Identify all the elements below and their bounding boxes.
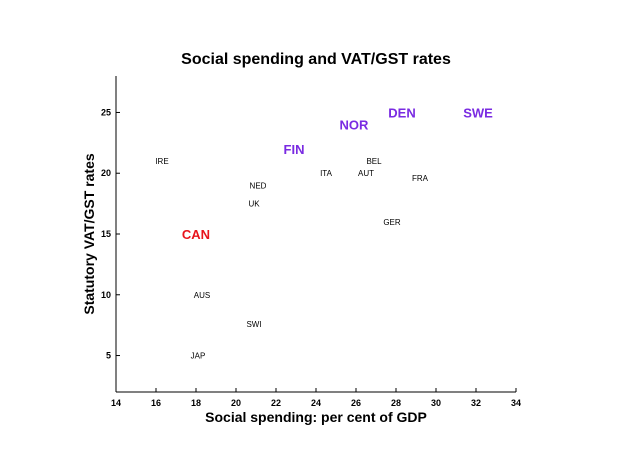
data-point-jap: JAP xyxy=(191,352,206,361)
y-tick-label: 10 xyxy=(101,290,111,300)
chart-title: Social spending and VAT/GST rates xyxy=(181,51,451,68)
data-point-nor: NOR xyxy=(340,118,370,133)
data-point-ned: NED xyxy=(250,181,267,190)
x-tick-label: 26 xyxy=(351,398,361,408)
x-axis-label: Social spending: per cent of GDP xyxy=(205,409,427,425)
x-tick-label: 16 xyxy=(151,398,161,408)
data-point-aus: AUS xyxy=(194,291,210,300)
y-tick-label: 20 xyxy=(101,168,111,178)
x-tick-label: 18 xyxy=(191,398,201,408)
data-point-swe: SWE xyxy=(463,105,493,120)
data-point-can: CAN xyxy=(182,227,210,242)
x-tick-label: 22 xyxy=(271,398,281,408)
data-point-aut: AUT xyxy=(358,169,374,178)
tick-group: 14 16 18 20 22 24 26 28 30 32 34 5 10 15 20 25 xyxy=(101,107,521,408)
data-point-uk: UK xyxy=(248,200,260,209)
y-tick-label: 25 xyxy=(101,107,111,117)
data-point-ger: GER xyxy=(383,218,401,227)
x-tick-label: 24 xyxy=(311,398,321,408)
x-tick-label: 14 xyxy=(111,398,121,408)
x-tick-label: 32 xyxy=(471,398,481,408)
data-point-fin: FIN xyxy=(284,142,305,157)
data-point-den: DEN xyxy=(388,105,415,120)
data-point-swi: SWI xyxy=(246,320,261,329)
x-tick-label: 28 xyxy=(391,398,401,408)
data-point-ita: ITA xyxy=(320,169,333,178)
y-tick-label: 15 xyxy=(101,229,111,239)
data-point-ire: IRE xyxy=(155,157,168,166)
y-tick-label: 5 xyxy=(106,351,111,361)
data-point-bel: BEL xyxy=(366,157,382,166)
data-points: IRE CAN AUS JAP NED UK SWI FIN ITA NOR BEL AUT DEN GE… xyxy=(155,105,493,360)
data-point-fra: FRA xyxy=(412,174,429,183)
axes xyxy=(115,76,516,393)
y-axis-label: Statutory VAT/GST rates xyxy=(81,153,97,315)
x-tick-label: 34 xyxy=(511,398,521,408)
x-tick-label: 30 xyxy=(431,398,441,408)
x-tick-label: 20 xyxy=(231,398,241,408)
